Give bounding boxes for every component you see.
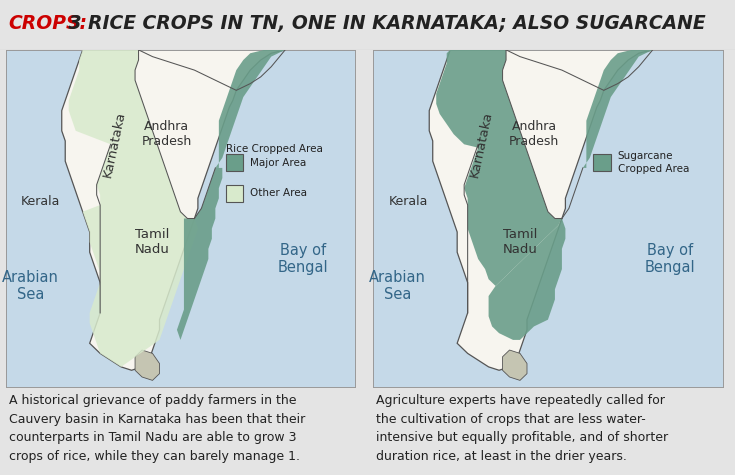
Polygon shape xyxy=(68,50,198,367)
Bar xyxy=(593,154,611,171)
Polygon shape xyxy=(135,350,159,380)
Text: Arabian
Sea: Arabian Sea xyxy=(2,270,59,302)
Text: Kerala: Kerala xyxy=(21,195,60,208)
Text: Tamil
Nadu: Tamil Nadu xyxy=(135,228,170,256)
Polygon shape xyxy=(429,50,653,370)
Text: Andhra
Pradesh: Andhra Pradesh xyxy=(509,120,559,148)
Bar xyxy=(226,185,243,201)
Polygon shape xyxy=(436,50,562,286)
Polygon shape xyxy=(503,350,527,380)
Text: Major Area: Major Area xyxy=(250,158,306,168)
Text: A historical grievance of paddy farmers in the
Cauvery basin in Karnataka has be: A historical grievance of paddy farmers … xyxy=(9,394,305,463)
Polygon shape xyxy=(489,218,565,340)
Text: Bay of
Bengal: Bay of Bengal xyxy=(645,243,695,275)
Text: Sugarcane
Cropped Area: Sugarcane Cropped Area xyxy=(617,151,689,174)
Polygon shape xyxy=(62,50,285,370)
Text: Andhra
Pradesh: Andhra Pradesh xyxy=(141,120,192,148)
Text: Bay of
Bengal: Bay of Bengal xyxy=(277,243,328,275)
Text: Other Area: Other Area xyxy=(250,188,307,198)
Text: Arabian
Sea: Arabian Sea xyxy=(370,270,426,302)
Text: Kerala: Kerala xyxy=(389,195,428,208)
Text: Karnataka: Karnataka xyxy=(468,110,495,179)
Polygon shape xyxy=(177,168,222,340)
Text: Karnataka: Karnataka xyxy=(101,110,127,179)
Bar xyxy=(226,154,243,171)
Polygon shape xyxy=(583,50,653,168)
Text: Agriculture experts have repeatedly called for
the cultivation of crops that are: Agriculture experts have repeatedly call… xyxy=(376,394,668,463)
Text: Tamil
Nadu: Tamil Nadu xyxy=(503,228,537,256)
Polygon shape xyxy=(215,50,285,168)
Text: Rice Cropped Area: Rice Cropped Area xyxy=(226,144,323,154)
Text: 3 RICE CROPS IN TN, ONE IN KARNATAKA; ALSO SUGARCANE: 3 RICE CROPS IN TN, ONE IN KARNATAKA; AL… xyxy=(62,14,706,33)
Text: CROPS:: CROPS: xyxy=(9,14,87,33)
